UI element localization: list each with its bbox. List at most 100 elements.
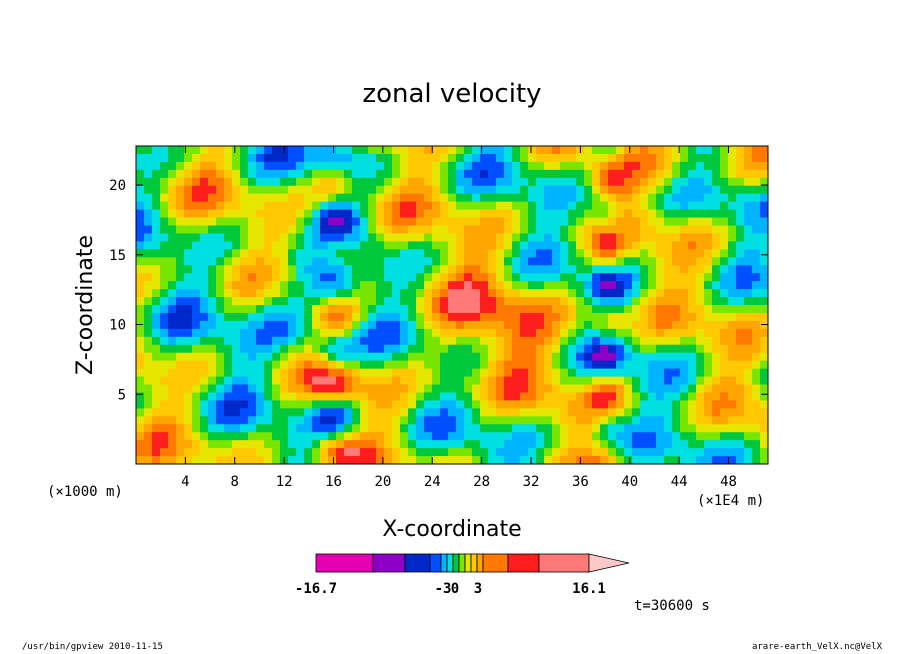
field-cell (584, 432, 593, 441)
field-cell (656, 416, 665, 425)
field-cell (584, 241, 593, 250)
field-cell (224, 249, 233, 258)
field-cell (152, 225, 161, 235)
field-cell (648, 344, 657, 354)
field-cell (496, 257, 505, 266)
field-cell (224, 161, 233, 171)
plot-frame (135, 145, 769, 465)
field-cell (432, 424, 441, 433)
field-cell (352, 225, 361, 235)
field-cell (232, 344, 241, 354)
field-cell (648, 249, 657, 258)
field-cell (688, 376, 697, 386)
field-cell (464, 185, 473, 195)
field-cell (144, 392, 153, 401)
field-cell (576, 360, 585, 370)
field-cell (568, 440, 577, 449)
field-cell (440, 146, 449, 155)
field-cell (560, 416, 569, 425)
field-cell (576, 265, 585, 274)
field-cell (568, 225, 577, 235)
field-cell (552, 432, 561, 441)
field-cell (352, 177, 361, 187)
field-cell (248, 305, 257, 314)
field-cell (256, 376, 265, 386)
field-cell (536, 344, 545, 354)
field-cell (208, 146, 217, 155)
field-cell (280, 305, 289, 314)
field-cell (232, 392, 241, 401)
field-cell (288, 161, 297, 171)
field-cell (664, 384, 673, 394)
field-cell (432, 257, 441, 266)
field-cell (584, 440, 593, 449)
field-cell (488, 185, 497, 195)
field-cell (352, 297, 361, 306)
field-cell (728, 320, 737, 330)
field-cell (296, 360, 305, 370)
field-cell (744, 305, 753, 314)
field-cell (704, 273, 713, 282)
field-cell (696, 352, 705, 362)
field-cell (672, 312, 681, 322)
field-cell (696, 217, 705, 227)
field-cell (680, 328, 689, 338)
field-cell (208, 281, 217, 290)
field-cell (208, 368, 217, 378)
field-cell (336, 368, 345, 378)
field-cell (736, 241, 745, 250)
field-cell (576, 249, 585, 258)
field-cell (648, 201, 657, 211)
field-cell (472, 281, 481, 290)
field-cell (688, 201, 697, 211)
field-cell (464, 249, 473, 258)
field-cell (312, 249, 321, 258)
field-cell (432, 217, 441, 227)
field-cell (176, 416, 185, 425)
field-cell (480, 273, 489, 282)
field-cell (488, 225, 497, 235)
field-cell (216, 305, 225, 314)
field-cell (168, 249, 177, 258)
field-cell (560, 432, 569, 441)
field-cell (248, 209, 257, 219)
field-cell (152, 344, 161, 354)
field-cell (312, 384, 321, 394)
field-cell (144, 233, 153, 242)
field-cell (624, 233, 633, 242)
field-cell (728, 432, 737, 441)
field-cell (672, 225, 681, 235)
field-cell (624, 312, 633, 322)
field-cell (592, 281, 601, 290)
field-cell (376, 392, 385, 401)
field-cell (720, 352, 729, 362)
field-cell (360, 169, 369, 179)
field-cell (744, 209, 753, 219)
field-cell (256, 257, 265, 266)
field-cell (664, 169, 673, 179)
field-cell (472, 440, 481, 449)
field-cell (504, 360, 513, 370)
field-cell (624, 336, 633, 346)
field-cell (368, 328, 377, 338)
field-cell (720, 432, 729, 441)
field-cell (664, 257, 673, 266)
field-cell (592, 225, 601, 235)
field-cell (392, 161, 401, 171)
field-cell (592, 400, 601, 409)
field-cell (560, 384, 569, 394)
field-cell (608, 408, 617, 417)
field-cell (640, 448, 649, 457)
field-cell (704, 146, 713, 155)
field-cell (336, 177, 345, 187)
field-cell (368, 384, 377, 394)
field-cell (184, 169, 193, 179)
field-cell (352, 416, 361, 425)
field-cell (416, 289, 425, 298)
field-cell (760, 384, 768, 394)
field-cell (256, 273, 265, 282)
field-cell (464, 281, 473, 290)
field-cell (760, 177, 768, 187)
field-cell (632, 241, 641, 250)
field-cell (568, 273, 577, 282)
